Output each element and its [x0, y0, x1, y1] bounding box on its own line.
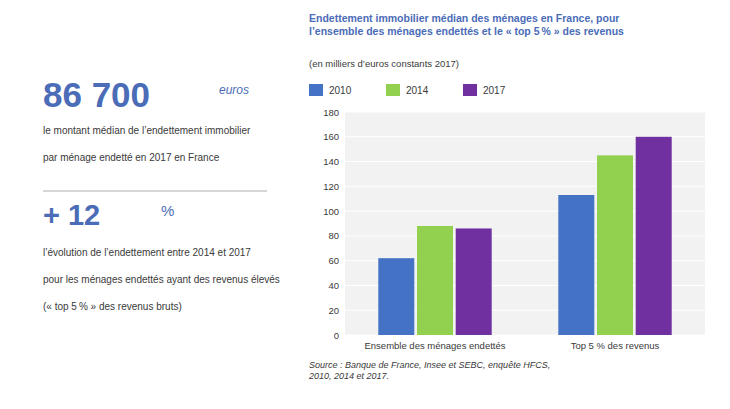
note-line: (« top 5 % » des revenus bruts) [43, 301, 182, 312]
y-tick-label: 0 [334, 330, 339, 341]
grid-line [345, 112, 705, 113]
x-tick-label: Top 5 % des revenus [571, 340, 660, 351]
legend-label: 2017 [483, 85, 506, 96]
big-number: + 12 [43, 199, 100, 231]
big-number-unit: % [161, 202, 174, 219]
y-tick-label: 160 [323, 131, 339, 142]
bar [558, 195, 594, 335]
legend-label: 2010 [329, 85, 352, 96]
divider [43, 191, 267, 192]
big-number-unit: euros [219, 83, 249, 97]
y-tick-label: 100 [323, 206, 339, 217]
note-line: par ménage endetté en 2017 en France [43, 152, 220, 163]
big-number: 86 700 [43, 75, 150, 114]
bar [456, 228, 492, 335]
legend-swatch [386, 84, 400, 96]
x-tick-label: Ensemble des ménages endettés [364, 340, 505, 351]
legend-swatch [309, 84, 323, 96]
bar [597, 155, 633, 335]
source-note: Source : Banque de France, Insee et SEBC… [308, 360, 550, 381]
note-line: pour les ménages endettés ayant des reve… [43, 274, 280, 285]
bar [636, 137, 672, 335]
chart-root: 86 700 euros le montant médian de l’endett… [0, 0, 730, 409]
bar [378, 258, 414, 335]
y-tick-label: 140 [323, 156, 339, 167]
note-line: le montant médian de l’endettement immob… [43, 125, 251, 136]
y-tick-label: 20 [328, 305, 339, 316]
legend-label: 2014 [406, 85, 429, 96]
y-tick-label: 180 [323, 107, 339, 118]
y-tick-label: 40 [328, 280, 339, 291]
legend-swatch [463, 84, 477, 96]
y-tick-label: 80 [328, 230, 339, 241]
y-tick-label: 120 [323, 181, 339, 192]
chart-subtitle: (en milliers d’euros constants 2017) [309, 58, 459, 69]
note-line: l’évolution de l’endettement entre 2014 … [43, 247, 251, 258]
bars [378, 137, 671, 335]
y-tick-label: 60 [328, 255, 339, 266]
bar [417, 226, 453, 335]
plot-background [345, 112, 705, 335]
chart-title: Endettement immobilier médian des ménage… [309, 12, 624, 37]
